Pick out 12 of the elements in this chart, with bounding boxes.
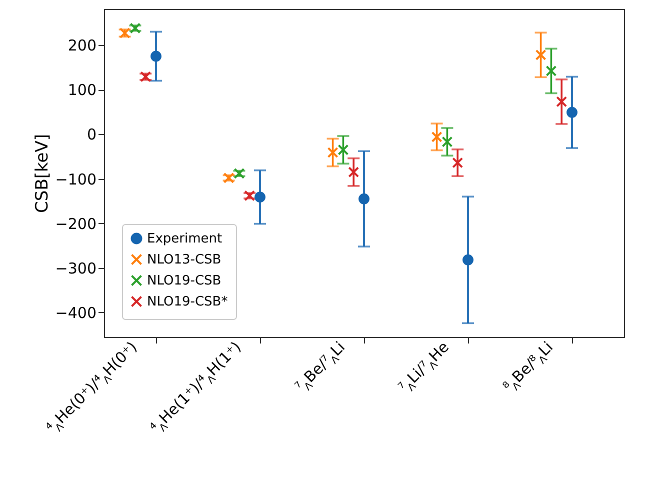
y-tick-label: 0 bbox=[86, 126, 96, 144]
y-axis-title: CSB[keV] bbox=[32, 134, 52, 213]
y-tick-label: 100 bbox=[68, 81, 96, 100]
legend-label: NLO19-CSB bbox=[147, 274, 222, 288]
legend-label: NLO13-CSB bbox=[147, 252, 222, 268]
legend-label: Experiment bbox=[147, 232, 222, 246]
legend-label: NLO19-CSB* bbox=[147, 294, 228, 310]
y-tick-label: −100 bbox=[55, 170, 96, 188]
y-tick-label: 200 bbox=[68, 36, 96, 55]
y-tick-label: −300 bbox=[55, 259, 96, 278]
y-tick-label: −200 bbox=[55, 214, 96, 233]
y-tick-label: −400 bbox=[55, 304, 96, 322]
